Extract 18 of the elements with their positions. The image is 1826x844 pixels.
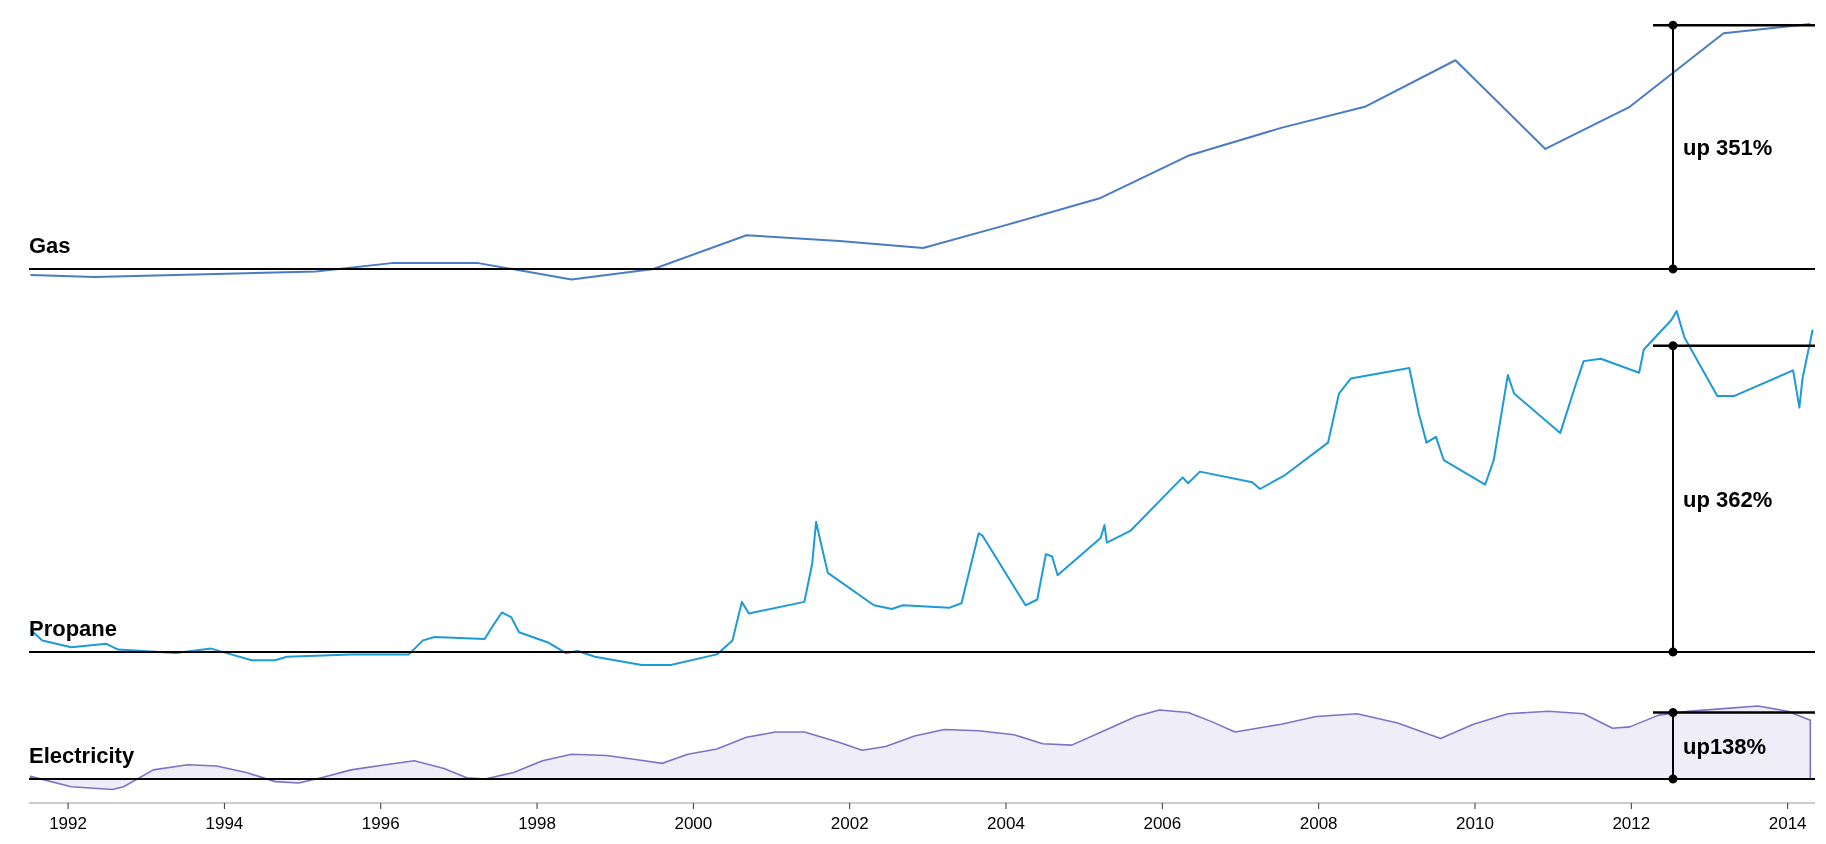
x-tick-label: 2014	[1768, 814, 1807, 833]
x-tick-label: 2002	[830, 814, 869, 833]
x-tick-label: 1994	[205, 814, 244, 833]
text: Electricity	[29, 743, 135, 768]
x-tick-label: 1998	[518, 814, 556, 833]
x-tick-label: 2012	[1612, 814, 1651, 833]
ref-line-label: up 351%	[1683, 135, 1773, 161]
x-tick-label: 2008	[1299, 814, 1338, 833]
x-tick-label: 2004	[987, 814, 1025, 833]
text: Propane	[29, 616, 118, 641]
text: Gas	[29, 233, 71, 258]
ref-line-label: up 362%	[1683, 486, 1773, 512]
x-tick-label: 2000	[674, 814, 713, 833]
x-tick-label: 1992	[49, 814, 87, 833]
x-tick-label: 1996	[361, 814, 400, 833]
ref-line-label: up138%	[1683, 733, 1767, 759]
x-tick-label: 2006	[1143, 814, 1182, 833]
x-tick-label: 2010	[1456, 814, 1494, 833]
